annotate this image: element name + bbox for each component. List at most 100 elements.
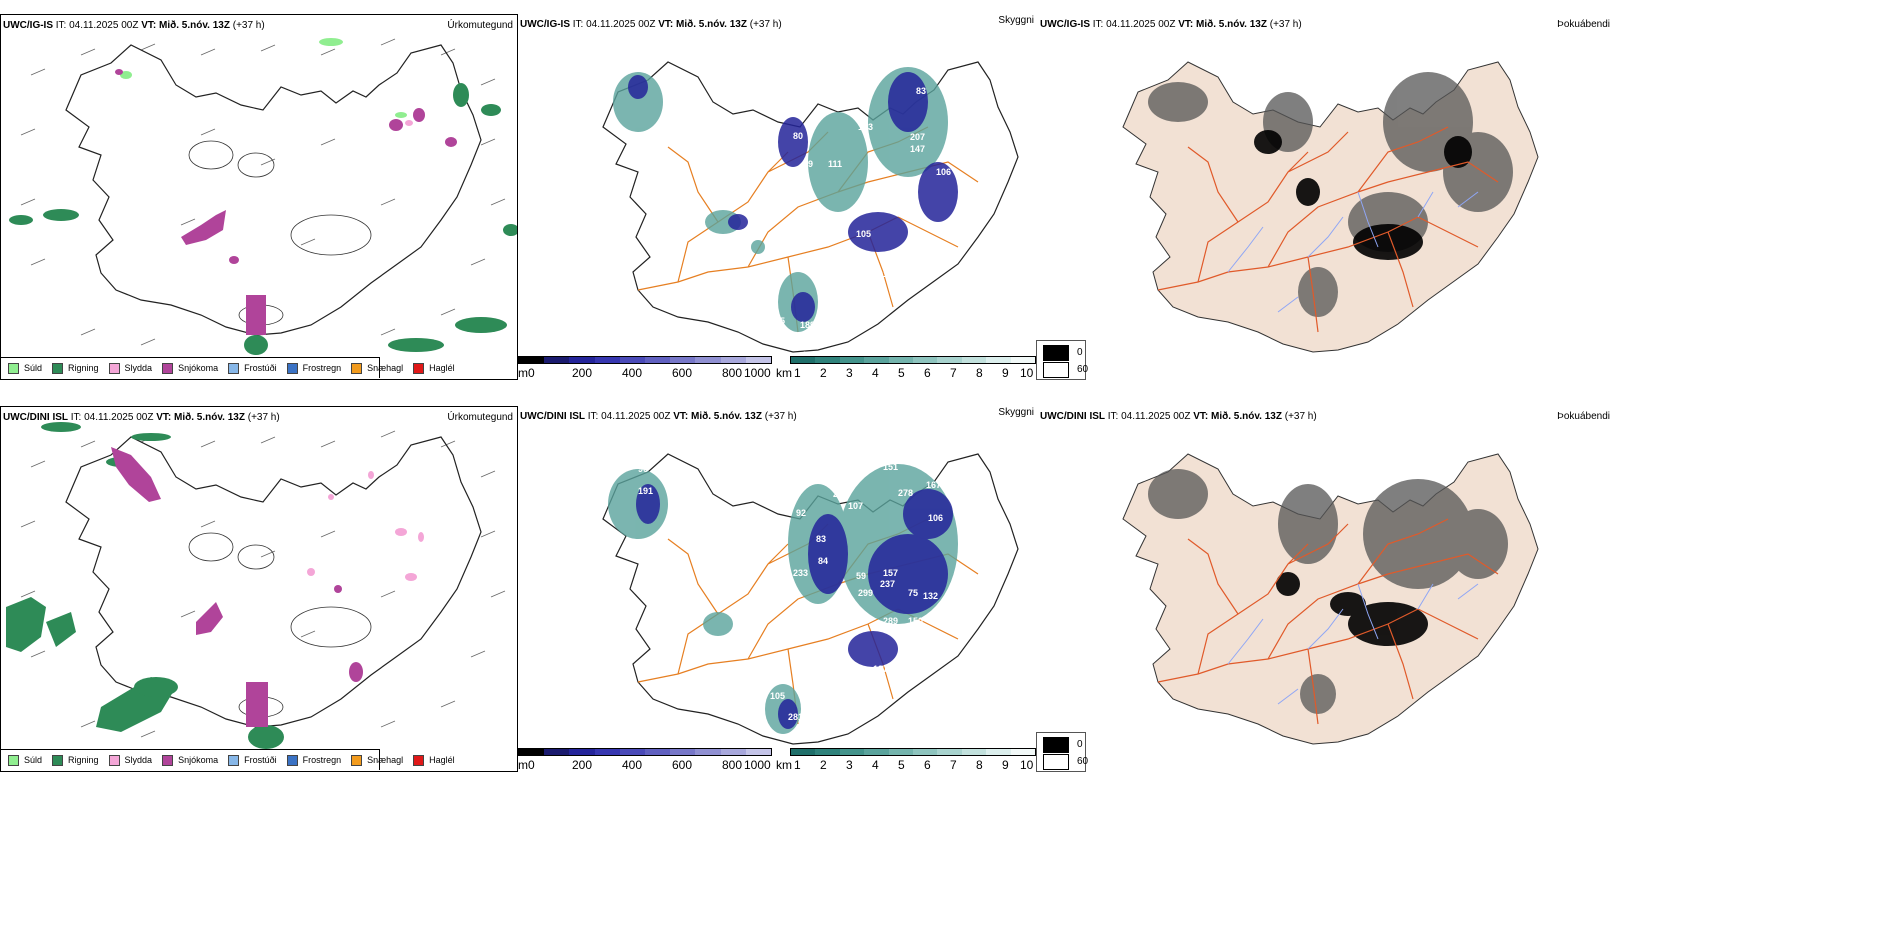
it-label: IT: bbox=[70, 412, 82, 423]
visibility-blue bbox=[636, 484, 953, 729]
fog-legend-bottom: 0 60 bbox=[1036, 732, 1089, 772]
lead-time: (+37 h) bbox=[764, 411, 797, 422]
vis-label: 90 bbox=[908, 252, 918, 262]
model-name: UWC/DINI ISL bbox=[520, 411, 585, 422]
colorbar-tick: 200 bbox=[572, 758, 593, 772]
panel-name-precip: Úrkomutegund bbox=[447, 412, 513, 423]
wind-barbs bbox=[20, 38, 506, 346]
colorbar-tick: 2 bbox=[820, 758, 827, 772]
it-label: IT: bbox=[587, 411, 599, 422]
vis-label: 110 bbox=[883, 269, 898, 279]
fog-index-panel-bottom: UWC/DINI ISL IT: 04.11.2025 00Z VT: Mið.… bbox=[1038, 402, 1900, 772]
fog-black bbox=[1254, 130, 1472, 260]
vt-label: VT: bbox=[658, 19, 674, 30]
drizzle-areas bbox=[120, 38, 407, 118]
vis-label: 106 bbox=[928, 513, 943, 523]
it-value: 04.11.2025 00Z bbox=[84, 412, 154, 423]
colorbar-tick: 10 bbox=[1020, 366, 1034, 380]
vis-label: 75 bbox=[908, 588, 918, 598]
vis-label: 123 bbox=[858, 122, 873, 132]
it-value: 04.11.2025 00Z bbox=[1106, 19, 1176, 30]
colorbar-tick: 800 bbox=[722, 758, 743, 772]
legend-item-rigning: Rigning bbox=[52, 754, 99, 766]
panel-title: UWC/DINI ISL IT: 04.11.2025 00Z VT: Mið.… bbox=[1040, 411, 1317, 422]
vt-label: VT: bbox=[141, 20, 157, 31]
colorbar-unit: m bbox=[518, 758, 528, 772]
panel-title: UWC/IG-IS IT: 04.11.2025 00Z VT: Mið. 5.… bbox=[1040, 19, 1302, 30]
it-label: IT: bbox=[1092, 19, 1104, 30]
vis-label: 83 bbox=[816, 534, 826, 544]
vt-label: VT: bbox=[1178, 19, 1194, 30]
legend-item-frostregn: Frostregn bbox=[286, 362, 341, 374]
legend-item-haglel: Haglél bbox=[413, 754, 455, 766]
lead-time: (+37 h) bbox=[247, 412, 280, 423]
vis-label: 25 bbox=[775, 316, 785, 326]
legend-item-haglel: Haglél bbox=[413, 362, 455, 374]
it-value: 04.11.2025 00Z bbox=[69, 20, 139, 31]
colorbar-tick: 1000 bbox=[744, 758, 771, 772]
vis-label: 96 bbox=[868, 56, 878, 66]
legend-item-sudd: Súld bbox=[8, 754, 42, 766]
legend-item-slydda: Slydda bbox=[108, 362, 152, 374]
colorbar-tick: 5 bbox=[898, 758, 905, 772]
colorbar-tick: 1000 bbox=[744, 366, 771, 380]
fog-index-panel-top: UWC/IG-IS IT: 04.11.2025 00Z VT: Mið. 5.… bbox=[1038, 10, 1900, 380]
vis-label: 92 bbox=[796, 508, 806, 518]
colorbar-tick: 400 bbox=[622, 758, 643, 772]
it-label: IT: bbox=[1107, 411, 1119, 422]
colorbar-tick: 7 bbox=[950, 366, 957, 380]
colorbar-m-bottom: m 0 200 400 600 800 1000 bbox=[518, 748, 772, 772]
vis-label: 159 bbox=[830, 621, 845, 631]
vis-label: 91 bbox=[833, 474, 843, 484]
colorbar-tick: 7 bbox=[950, 758, 957, 772]
it-label: IT: bbox=[572, 19, 584, 30]
colorbar-tick: 1 bbox=[794, 366, 801, 380]
colorbar-tick: 400 bbox=[622, 366, 643, 380]
vis-label: 191 bbox=[638, 486, 653, 496]
colorbar-km-bottom: km 1 2 3 4 5 6 7 8 9 10 bbox=[776, 748, 1036, 772]
panel-title: UWC/IG-IS IT: 04.11.2025 00Z VT: Mið. 5.… bbox=[520, 19, 782, 30]
visibility-labels: 96 83 80 123 207 147 109 99 111 106 68 1… bbox=[730, 56, 973, 360]
model-name: UWC/DINI ISL bbox=[1040, 411, 1105, 422]
colorbar-tick: 800 bbox=[722, 366, 743, 380]
vis-label: 281 bbox=[788, 712, 803, 722]
vis-label: 207 bbox=[910, 132, 925, 142]
vis-label: 99 bbox=[803, 159, 813, 169]
precip-legend: Súld Rigning Slydda Snjókoma Frostúði Fr… bbox=[1, 357, 455, 378]
legend-item-snjokoma: Snjókoma bbox=[162, 754, 218, 766]
vt-value: Mið. 5.nóv. 13Z bbox=[1196, 19, 1267, 30]
colorbar-km-top: km 1 2 3 4 5 6 7 8 9 10 bbox=[776, 356, 1036, 380]
legend-item-frostudi: Frostúði bbox=[228, 754, 277, 766]
vt-label: VT: bbox=[673, 411, 689, 422]
fog-legend-top: 0 60 bbox=[1036, 340, 1088, 380]
precip-legend: Súld Rigning Slydda Snjókoma Frostúði Fr… bbox=[1, 749, 455, 770]
visibility-map-bottom: 96 191 91 151 167 278 92 246 107 106 83 … bbox=[602, 453, 1019, 745]
sleet-areas bbox=[405, 120, 413, 126]
vis-label: 278 bbox=[898, 488, 913, 498]
lead-time: (+37 h) bbox=[232, 20, 265, 31]
snow-areas bbox=[111, 447, 363, 727]
lead-time: (+37 h) bbox=[1269, 19, 1302, 30]
colorbar-tick: 200 bbox=[572, 366, 593, 380]
vt-label: VT: bbox=[156, 412, 172, 423]
vt-value: Mið. 5.nóv. 13Z bbox=[1211, 411, 1282, 422]
colorbar-strip bbox=[790, 356, 1036, 364]
colorbar-strip bbox=[518, 356, 772, 364]
vis-label: 84 bbox=[818, 556, 828, 566]
visibility-panel-top: UWC/IG-IS IT: 04.11.2025 00Z VT: Mið. 5.… bbox=[518, 10, 1038, 380]
fog-legend-label: 60 bbox=[1077, 756, 1089, 767]
legend-item-frostregn: Frostregn bbox=[286, 754, 341, 766]
fog-legend-label: 0 bbox=[1077, 739, 1083, 750]
rain-areas bbox=[6, 422, 284, 749]
snow-areas bbox=[115, 69, 457, 335]
colorbar-tick: 4 bbox=[872, 758, 879, 772]
vis-label: 117 bbox=[800, 334, 815, 344]
vis-label: 289 bbox=[883, 616, 898, 626]
fog-legend-label: 0 bbox=[1077, 347, 1083, 358]
colorbar-tick: 1 bbox=[794, 758, 801, 772]
rain-areas bbox=[9, 83, 517, 355]
it-value: 04.11.2025 00Z bbox=[1121, 411, 1191, 422]
colorbar-tick: 3 bbox=[846, 758, 853, 772]
colorbar-strip bbox=[518, 748, 772, 756]
vis-label: 83 bbox=[916, 86, 926, 96]
